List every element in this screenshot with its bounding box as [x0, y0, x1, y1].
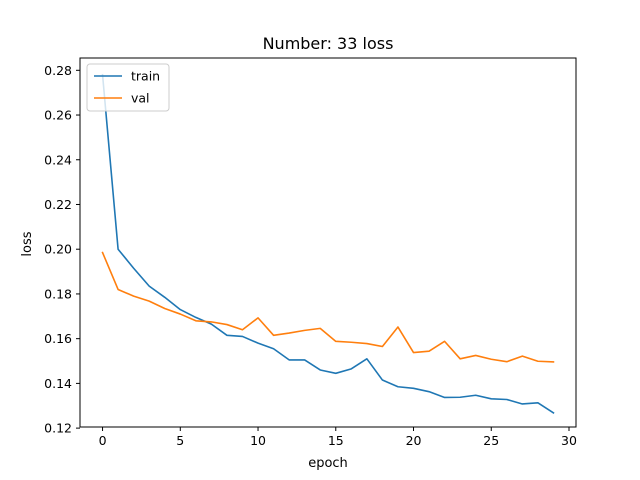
series-line-val — [101, 251, 555, 363]
y-axis-label: loss — [20, 231, 35, 256]
y-tick-label: 0.16 — [44, 331, 72, 346]
y-tick-label: 0.20 — [44, 242, 72, 257]
y-tick-label: 0.24 — [44, 152, 72, 167]
y-tick-label: 0.18 — [44, 286, 72, 301]
x-tick-label: 20 — [406, 433, 422, 448]
x-tick-label: 15 — [328, 433, 344, 448]
y-tick-label: 0.14 — [44, 376, 72, 391]
legend: train val — [86, 63, 170, 112]
y-tick-label: 0.12 — [44, 421, 72, 436]
legend-label-val: val — [131, 91, 150, 106]
legend-label-train: train — [131, 69, 160, 84]
y-tick-label: 0.26 — [44, 108, 72, 123]
series-line-train — [101, 73, 555, 415]
series-group — [101, 73, 555, 415]
y-tick-label: 0.28 — [44, 63, 72, 78]
tick-group: 0 5 10 15 20 25 30 0.12 0.14 0.16 0.18 0.20 0.22 0.24… — [44, 63, 577, 448]
chart-title: Number: 33 loss — [263, 34, 394, 53]
x-axis-label: epoch — [308, 456, 348, 471]
x-tick-label: 25 — [483, 433, 499, 448]
y-tick-label: 0.22 — [44, 197, 72, 212]
x-tick-label: 10 — [250, 433, 266, 448]
x-tick-label: 30 — [561, 433, 577, 448]
plot-frame — [79, 57, 577, 428]
x-tick-label: 0 — [99, 433, 107, 448]
x-tick-label: 5 — [176, 433, 184, 448]
